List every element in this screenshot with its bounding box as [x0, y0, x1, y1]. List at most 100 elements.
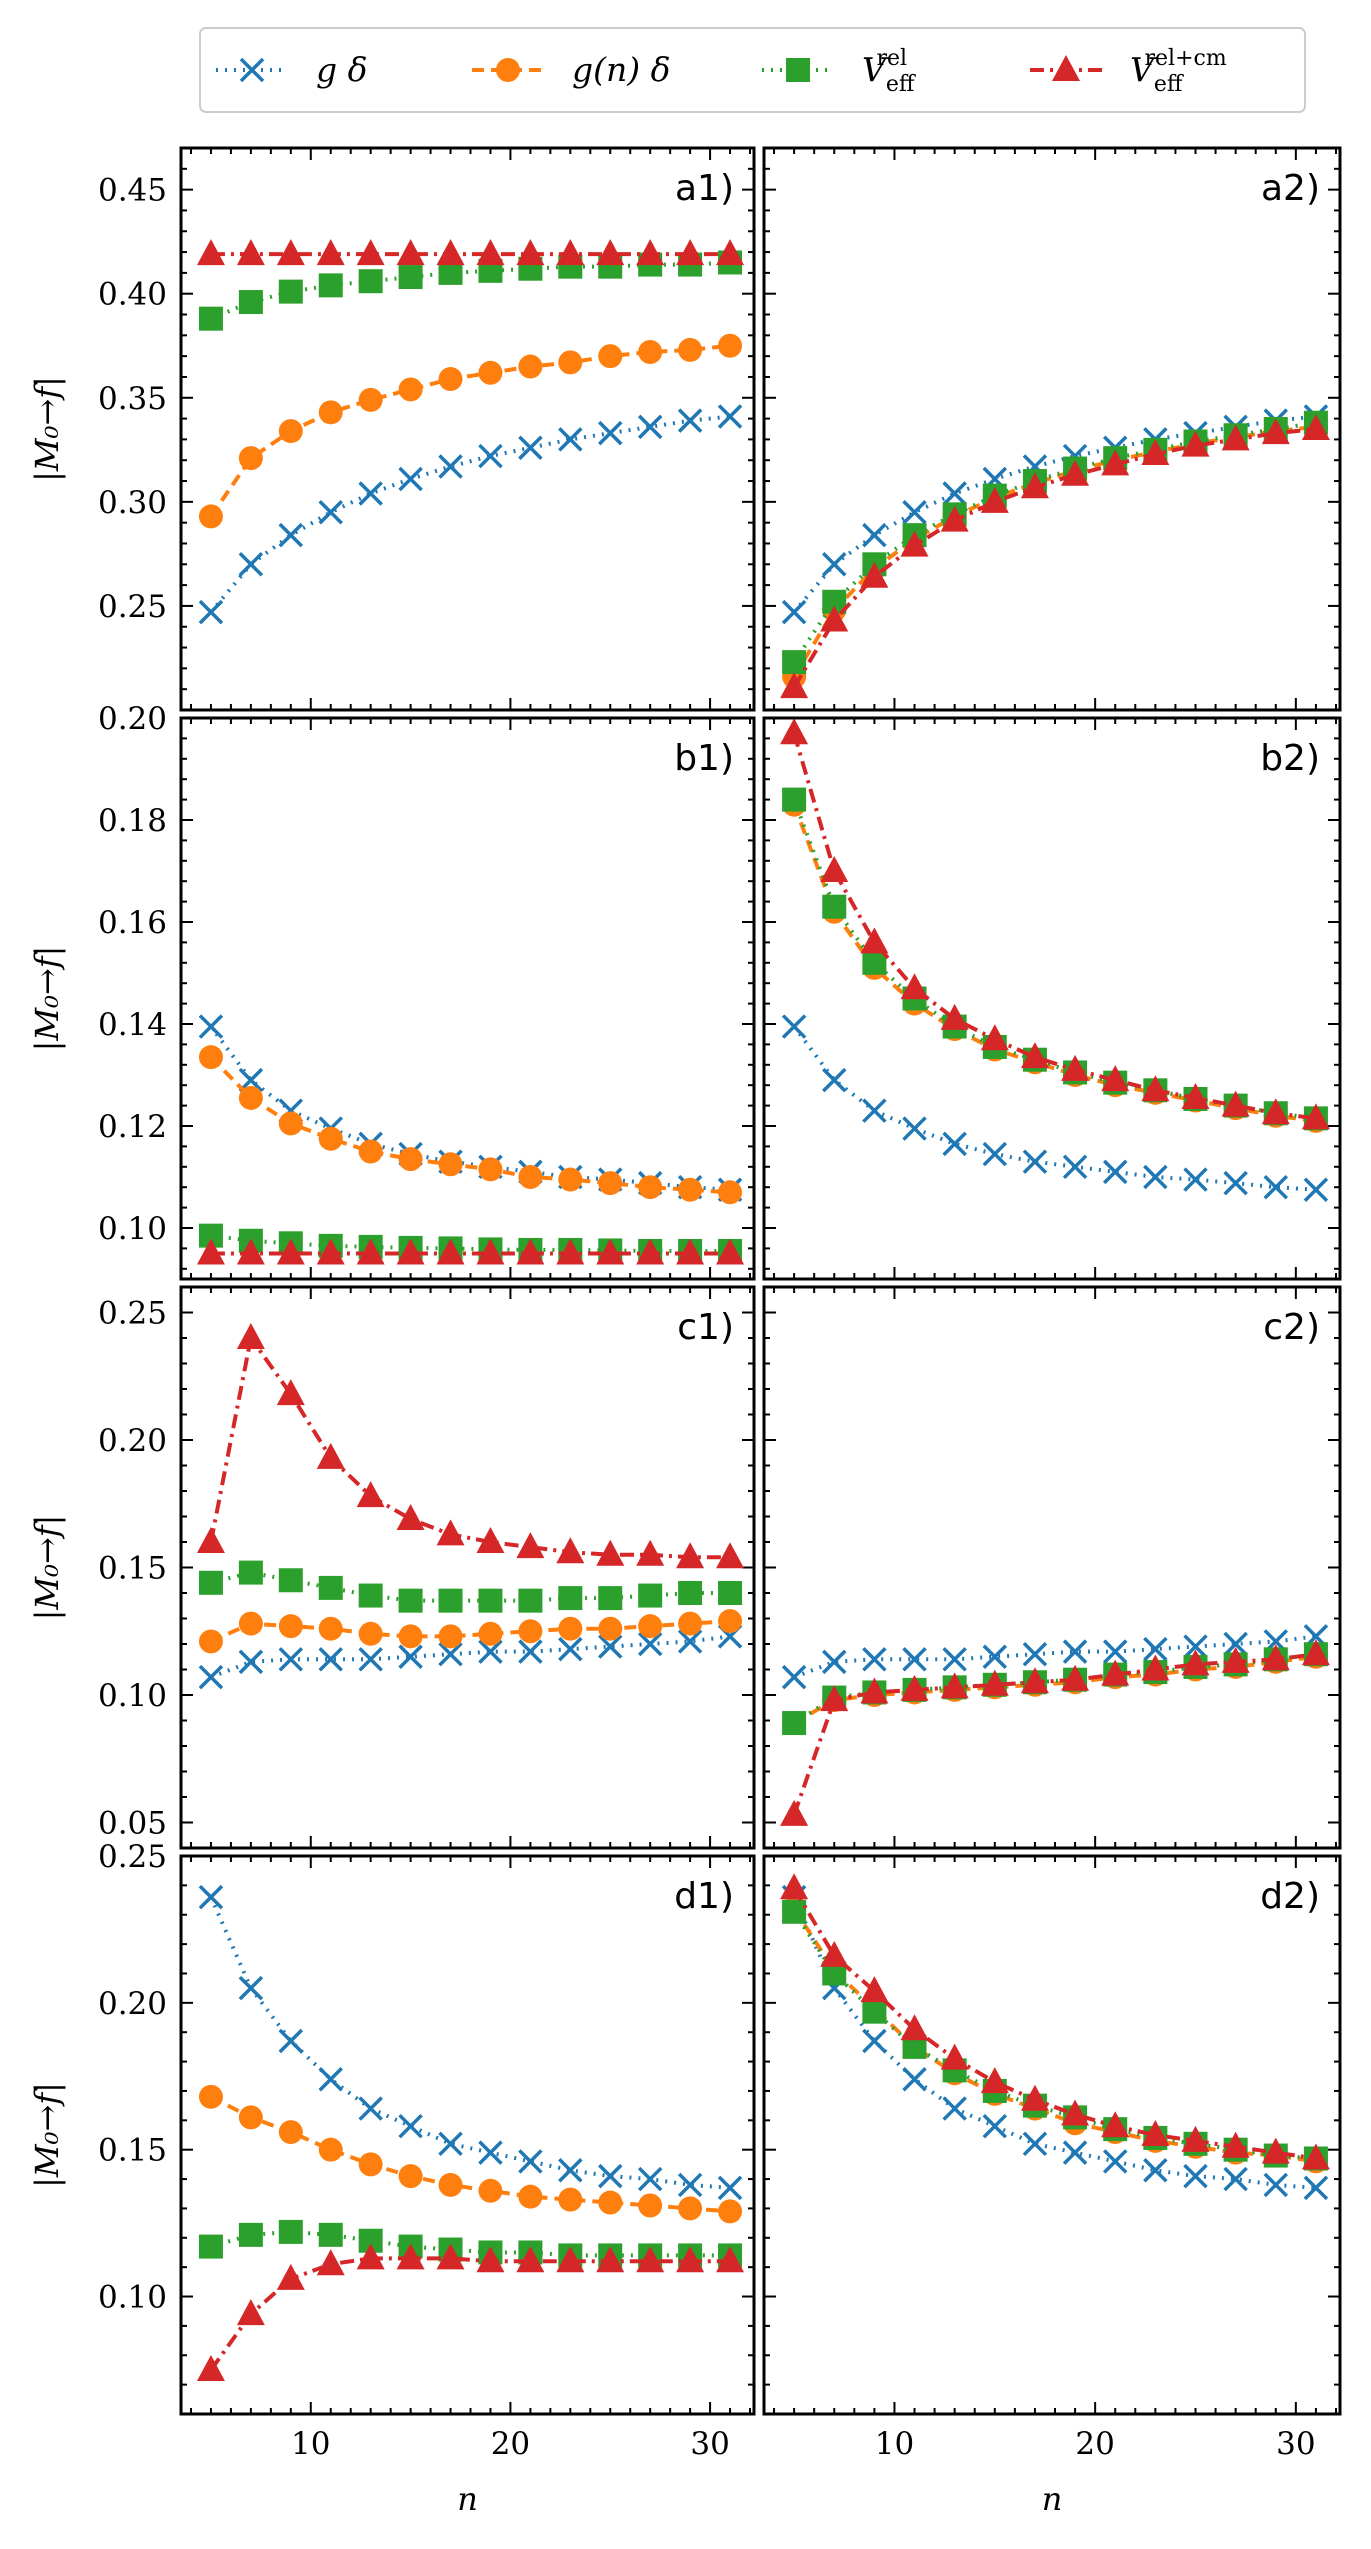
panel-label-b2: b2): [1260, 738, 1320, 779]
data-point-gnd: [718, 333, 743, 358]
data-point-gnd: [198, 504, 223, 529]
data-point-vrelcm: [196, 239, 225, 266]
data-point-gd: [1062, 1154, 1088, 1180]
data-point-gnd: [318, 2137, 343, 2162]
series-line-vrelcm: [208, 1333, 731, 1560]
data-point-gnd: [238, 446, 263, 471]
data-point-gnd: [198, 1045, 223, 1070]
legend-marker-gd: [239, 57, 265, 83]
data-point-vrelcm: [476, 2246, 505, 2273]
y-tick-label: 0.20: [98, 701, 167, 737]
data-point-gd: [717, 2175, 743, 2201]
panel-label-d2: d2): [1260, 1876, 1320, 1917]
data-point-gd: [1183, 1167, 1208, 1192]
y-tick-label: 0.15: [98, 1551, 167, 1587]
y-tick-label: 0.16: [98, 905, 167, 941]
plot-area-a1: [196, 239, 745, 625]
data-point-vrel: [782, 650, 807, 675]
data-point-gd: [518, 2149, 543, 2174]
series-line-gnd: [792, 424, 1317, 678]
legend-entry-vrel: Veffrel: [762, 46, 916, 97]
data-point-vrelcm: [236, 239, 265, 266]
data-point-vrelcm: [1261, 1098, 1290, 1125]
data-point-vrelcm: [356, 2243, 385, 2270]
data-point-vrelcm: [1061, 1664, 1090, 1691]
x-tick-label: 30: [690, 2426, 729, 2462]
data-point-gd: [1022, 1641, 1048, 1667]
x-axis-label: n: [457, 2480, 478, 2518]
y-tick-label: 0.10: [98, 2280, 167, 2316]
data-point-gd: [822, 552, 847, 577]
data-point-gnd: [358, 2152, 383, 2177]
y-tick-label: 0.15: [98, 2133, 167, 2169]
data-point-vrelcm: [436, 1238, 465, 1265]
panel-label-c1: c1): [677, 1307, 734, 1348]
data-point-vrel: [822, 894, 847, 919]
data-point-vrel: [558, 1586, 583, 1611]
data-point-vrel: [782, 787, 807, 812]
plot-area-b1: [196, 1014, 745, 1265]
series-line-vrel: [792, 420, 1317, 664]
data-point-gnd: [438, 367, 463, 392]
series-line-gd: [209, 1896, 731, 2190]
data-point-gd: [438, 1641, 463, 1667]
data-point-gnd: [518, 1619, 543, 1644]
data-point-gd: [637, 414, 663, 440]
data-point-vrel: [518, 1588, 543, 1613]
data-point-vrelcm: [676, 239, 705, 266]
data-point-gd: [862, 1098, 887, 1123]
data-point-gd: [1022, 2131, 1048, 2157]
data-point-gd: [238, 1649, 264, 1675]
series-vrel-c1: [198, 1560, 743, 1613]
data-point-vrelcm: [276, 1238, 305, 1265]
data-point-gd: [318, 2066, 343, 2092]
data-point-gd: [942, 2096, 967, 2121]
data-point-vrelcm: [1061, 2099, 1090, 2126]
data-point-vrelcm: [1101, 2111, 1130, 2138]
series-vrelcm-d1: [196, 2243, 745, 2381]
data-point-gnd: [518, 1165, 543, 1189]
data-point-vrel: [318, 1575, 343, 1600]
data-point-vrelcm: [900, 2014, 929, 2041]
legend-marker-vrel: [786, 58, 810, 82]
data-point-vrelcm: [196, 1238, 225, 1265]
data-point-vrelcm: [356, 1238, 385, 1265]
data-point-gnd: [678, 1611, 703, 1636]
series-gd-c1: [198, 1624, 743, 1690]
data-point-gd: [598, 1634, 623, 1659]
data-point-gd: [902, 2066, 927, 2092]
data-point-gnd: [478, 2178, 503, 2203]
data-point-gd: [717, 404, 743, 429]
data-point-gd: [438, 454, 463, 479]
data-point-gd: [358, 2096, 383, 2121]
data-point-vrelcm: [436, 239, 465, 266]
data-point-vrelcm: [436, 1519, 465, 1546]
data-point-gd: [358, 481, 383, 506]
data-point-vrel: [862, 1999, 887, 2024]
data-point-vrelcm: [716, 1542, 745, 1569]
data-point-gnd: [278, 1111, 303, 1136]
data-point-vrelcm: [716, 2246, 745, 2273]
data-point-vrel: [278, 2219, 303, 2244]
data-point-gnd: [318, 1616, 343, 1641]
data-point-gd: [598, 2163, 623, 2189]
data-point-gd: [358, 1647, 383, 1672]
data-point-vrelcm: [236, 1323, 265, 1349]
panel-label-a1: a1): [675, 168, 734, 209]
data-point-vrelcm: [820, 1940, 849, 1967]
data-point-gd: [982, 1141, 1008, 1167]
data-point-vrel: [198, 306, 223, 331]
series-line-gnd: [792, 1907, 1317, 2164]
data-point-vrelcm: [980, 2067, 1009, 2094]
plot-area-a2: [780, 404, 1330, 699]
data-point-vrelcm: [196, 2354, 225, 2381]
y-tick-label: 0.25: [98, 589, 167, 625]
panel-b1: 0.10 0.12 0.14 0.16 0.18 0.20 b1): [98, 701, 756, 1281]
series-gnd-a1: [198, 333, 743, 529]
data-point-vrelcm: [396, 1238, 425, 1265]
data-point-gd: [318, 1647, 343, 1672]
data-point-gd: [598, 420, 623, 446]
data-point-vrelcm: [1141, 438, 1170, 465]
data-point-gd: [1303, 1177, 1329, 1202]
data-point-gd: [902, 1116, 927, 1141]
